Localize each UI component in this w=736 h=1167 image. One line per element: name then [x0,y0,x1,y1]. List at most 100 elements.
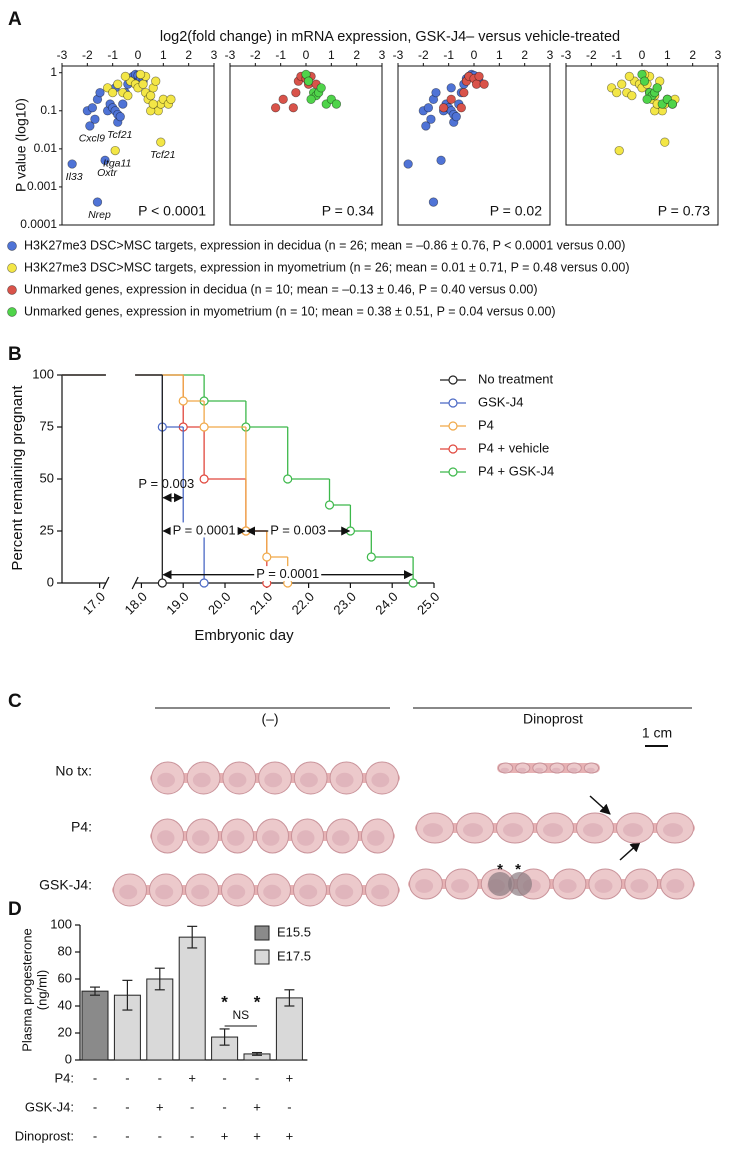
sac-shade [663,823,683,837]
y-tick-label: 50 [40,470,54,485]
sac-shade [666,879,685,893]
sac-shade [227,830,245,846]
x-tick-label: 22.0 [289,589,318,618]
sac-shade [500,767,510,773]
sac-shade [227,884,246,900]
gene-label: Itga11 [103,157,131,169]
dark-sac [508,872,532,896]
gene-label: Tcf21 [150,149,175,161]
point [479,79,489,89]
x-tick-label: 18.0 [121,589,150,618]
significance-mark: * [221,992,228,1011]
x-tick-label: -2 [418,48,429,62]
table-cell: - [158,1070,162,1085]
x-tick-label: 3 [211,48,218,62]
point [146,90,156,101]
point [166,94,176,104]
p-value: P = 0.73 [658,203,711,219]
table-cell: - [158,1128,162,1143]
sac-shade [517,767,527,773]
event-marker [283,474,293,484]
sac-shade [367,830,385,846]
table-cell: - [93,1099,97,1114]
x-tick-label: -2 [586,48,597,62]
sac-shade [157,830,175,846]
point [288,103,298,113]
table-cell: + [253,1099,261,1114]
y-tick-label: 75 [40,418,54,433]
point [120,71,130,82]
legend-label: Unmarked genes, expression in decidua (n… [24,282,538,296]
table-cell: + [253,1128,261,1143]
table-cell: - [93,1128,97,1143]
gene-label: Oxtr [97,167,117,179]
photo-panel: (–) Dinoprost No tx: P4: GSK-J4: 1 cm * * [39,707,695,907]
p-value: P = 0.003 [138,476,194,491]
asterisk: * [515,861,521,878]
table-cell: - [222,1070,226,1085]
legend-label: No treatment [478,371,554,386]
sac-shade [551,767,561,773]
table-cell: + [221,1128,229,1143]
x-axis-label: Embryonic day [194,627,294,644]
x-tick-label: -3 [225,48,236,62]
x-tick-label: -1 [611,48,622,62]
sac-shade [155,884,174,900]
label-backing [254,566,322,582]
x-tick-label: -1 [275,48,286,62]
table-cell: - [255,1070,259,1085]
point [270,103,281,113]
sac-shade [228,772,247,788]
x-tick-label: 24.0 [372,589,401,618]
legend-marker [7,285,17,295]
sac-shade [300,772,318,788]
table-cell: - [287,1099,291,1114]
legend-label: P4 [478,417,494,432]
p-value: P < 0.0001 [138,203,206,219]
sac-shade [119,884,138,900]
point [652,83,662,93]
point [428,197,439,207]
sac-shade [299,884,318,900]
y-axis-label: (ng/ml) [34,970,49,1010]
point [118,99,128,109]
sac-shade [371,772,390,788]
legend-swatch [254,949,270,965]
y-tick-label: 0.1 [40,103,57,117]
legend-marker [448,467,458,477]
panel-label: C [8,691,22,712]
x-tick-label: 1 [496,48,503,62]
point [115,112,125,122]
legend-label: E15.5 [277,924,311,939]
y-tick-label: 0.0001 [20,217,57,231]
x-tick-label: -1 [443,48,454,62]
p-value: P = 0.34 [322,203,375,219]
point [95,87,105,98]
p-value: P = 0.003 [270,522,326,537]
sac-shade [623,823,643,837]
sac-shade [503,823,523,837]
panel-label: A [8,9,22,30]
legend-label: Unmarked genes, expression in myometrium… [24,304,556,318]
y-tick-label: 60 [58,970,72,985]
point [423,103,434,113]
point [303,76,314,86]
point [306,94,316,104]
sac-shade [192,772,211,788]
point [278,94,288,104]
point [113,79,123,89]
legend-label: H3K27me3 DSC>MSC targets, expression in … [24,260,630,274]
sac-shade [264,772,283,788]
sac-shade [543,823,563,837]
point [108,87,118,98]
legend-label: GSK-J4 [478,394,524,409]
sac-shade [534,767,544,773]
legend-marker [7,241,17,251]
event-marker [324,500,335,510]
x-tick-label: 2 [689,48,696,62]
significance-mark: * [254,992,261,1011]
y-tick-label: 40 [58,997,72,1012]
legend-marker [7,263,17,273]
x-tick-label: -1 [107,48,118,62]
point [85,121,95,131]
